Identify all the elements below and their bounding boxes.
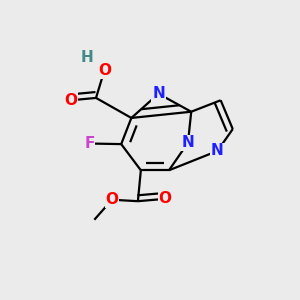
Text: O: O [98, 63, 111, 78]
Text: O: O [106, 192, 118, 207]
Text: F: F [84, 136, 94, 151]
Text: O: O [64, 93, 77, 108]
Text: H: H [81, 50, 94, 65]
Text: N: N [211, 143, 224, 158]
Text: N: N [182, 135, 194, 150]
Text: N: N [152, 86, 165, 101]
Text: O: O [158, 191, 172, 206]
